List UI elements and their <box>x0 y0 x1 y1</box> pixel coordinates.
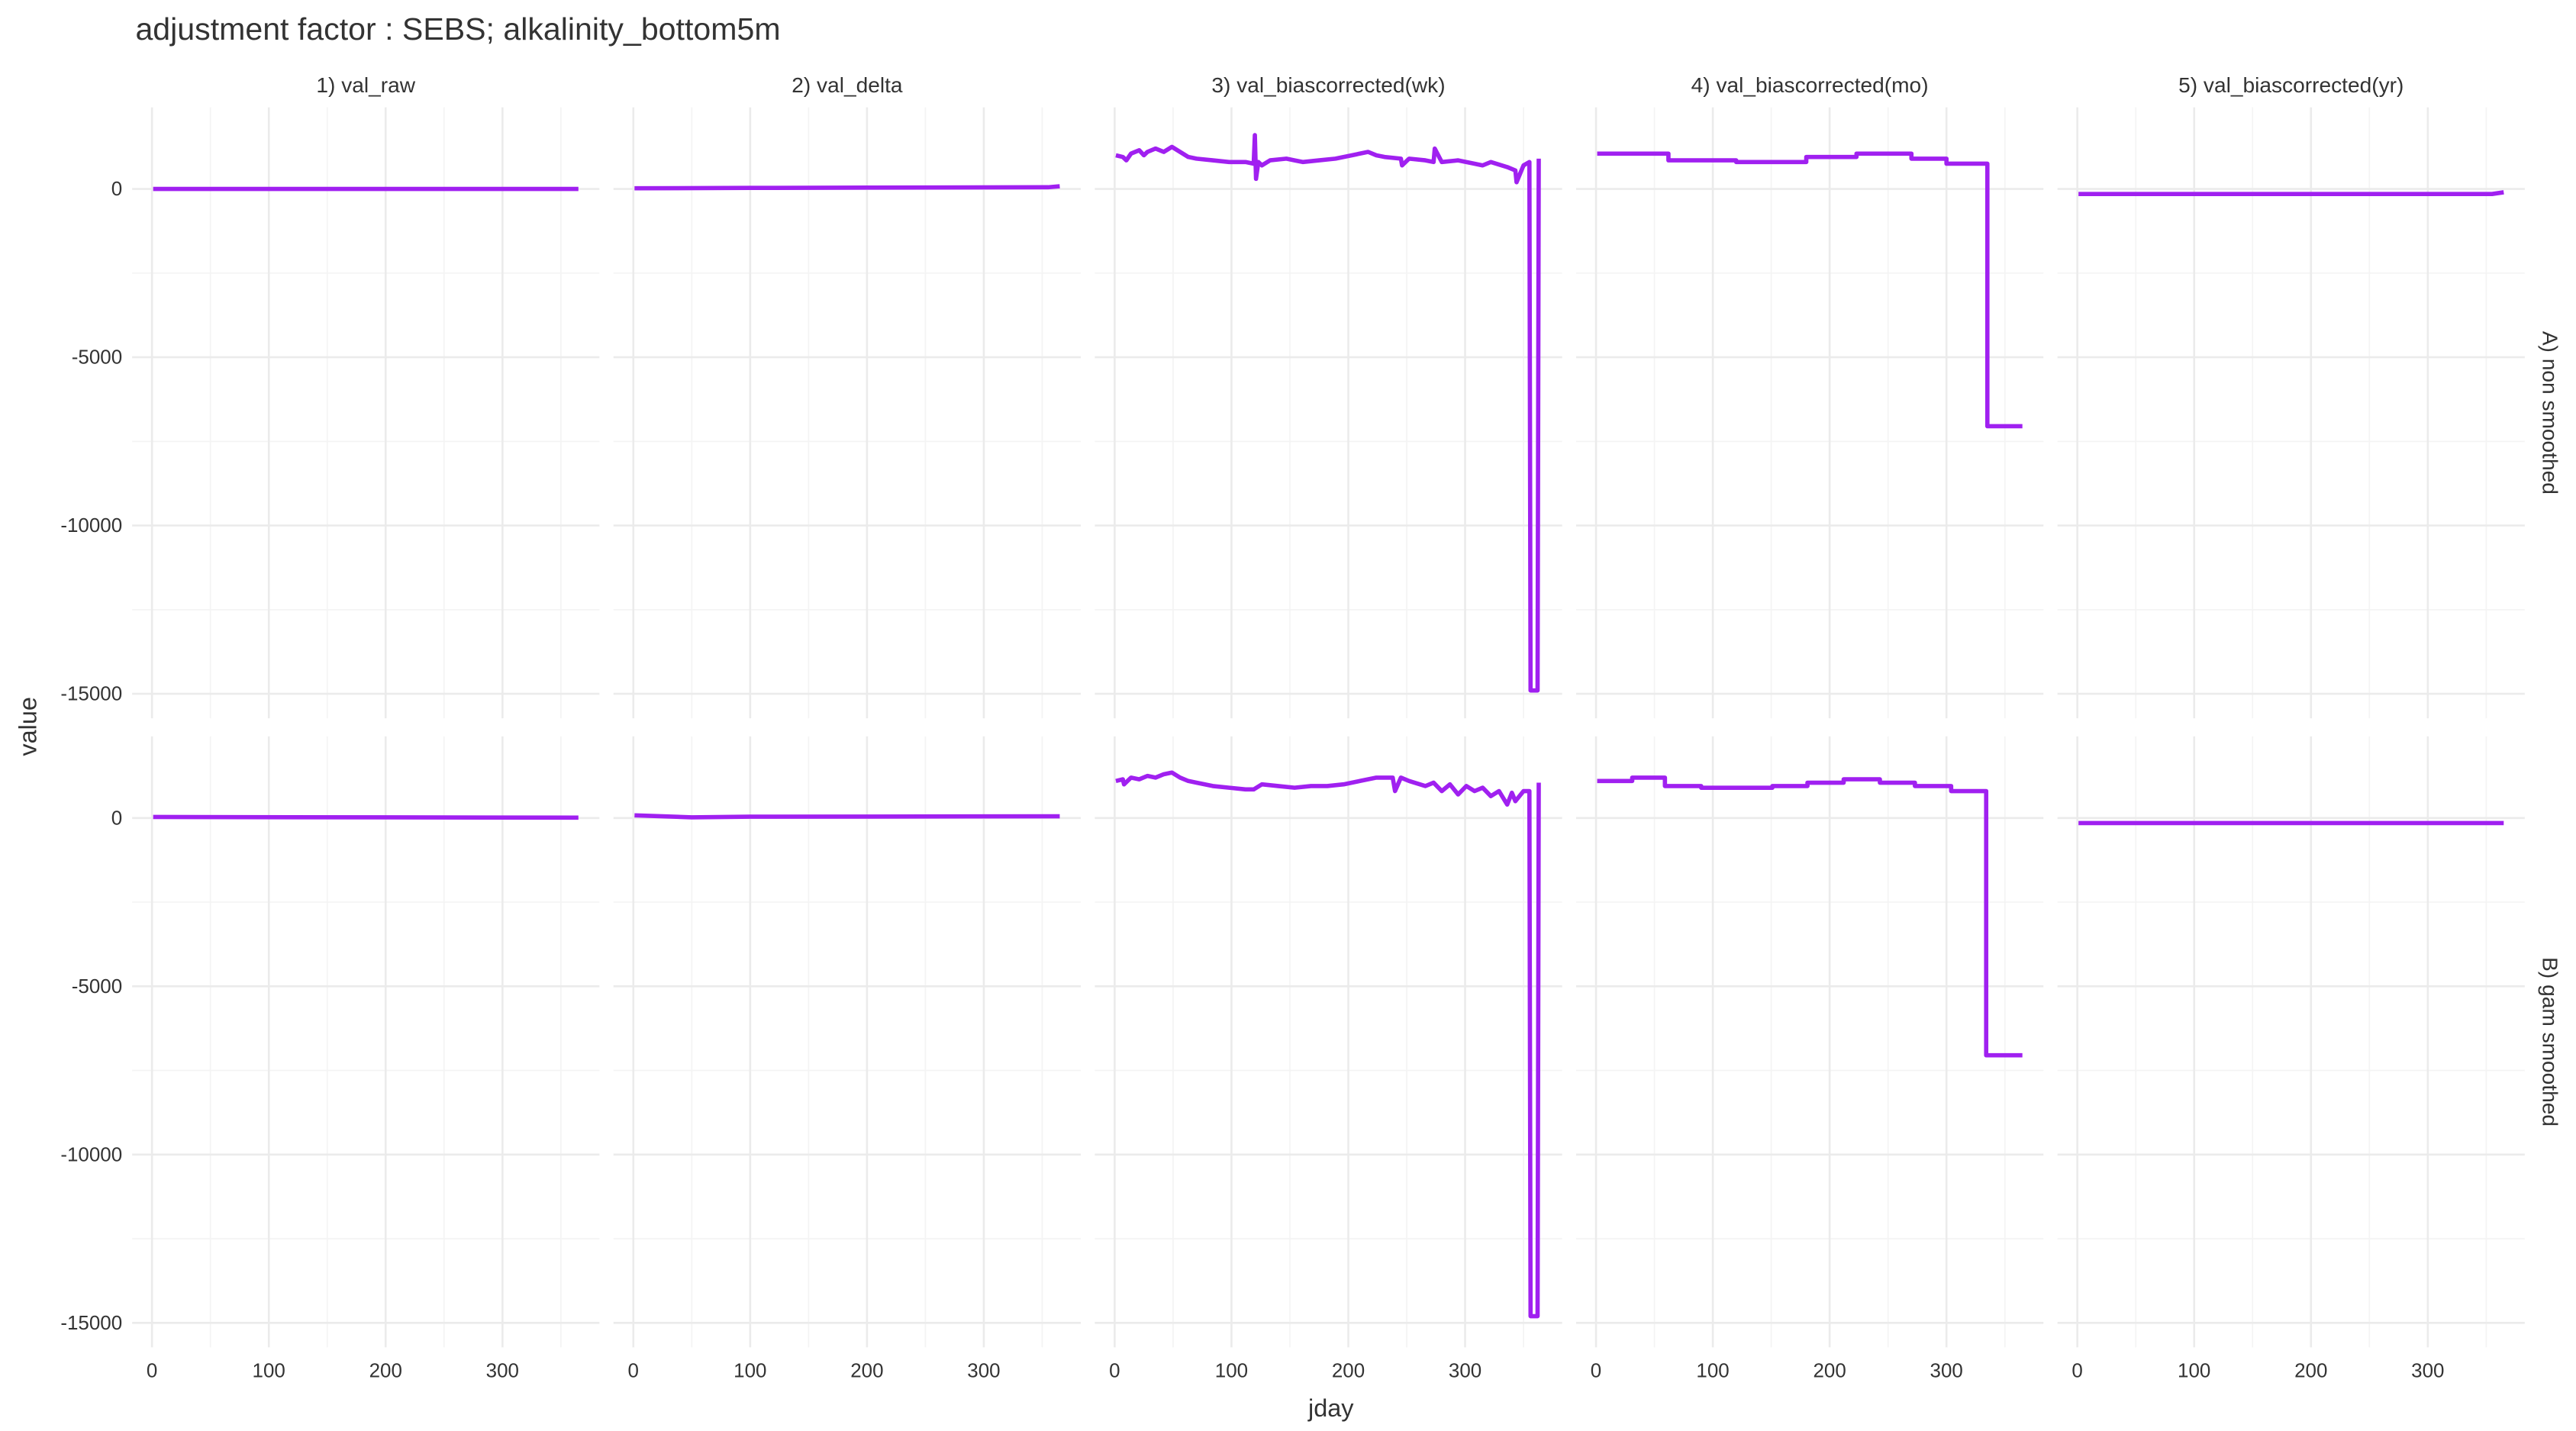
row-strip-label: A) non smoothed <box>2539 331 2562 495</box>
x-tick-label: 0 <box>1591 1358 1601 1381</box>
column-strip-label: 2) val_delta <box>791 73 903 97</box>
x-tick-label: 200 <box>2294 1358 2327 1381</box>
data-line <box>1115 133 1541 693</box>
y-tick-label: -15000 <box>60 1311 122 1334</box>
x-tick-label: 0 <box>147 1358 157 1381</box>
chart-title: adjustment factor : SEBS; alkalinity_bot… <box>135 11 780 47</box>
y-tick-label: -5000 <box>72 975 122 998</box>
x-tick-label: 300 <box>2411 1358 2444 1381</box>
y-tick-label: 0 <box>111 177 122 200</box>
x-tick-label: 300 <box>486 1358 519 1381</box>
y-tick-label: -5000 <box>72 346 122 369</box>
x-tick-label: 100 <box>733 1358 766 1381</box>
y-axis-label: value <box>15 697 42 756</box>
x-tick-label: 300 <box>967 1358 1000 1381</box>
x-tick-label: 0 <box>2071 1358 2082 1381</box>
x-tick-label: 0 <box>628 1358 639 1381</box>
data-line <box>1597 775 2023 1058</box>
x-tick-label: 100 <box>1215 1358 1248 1381</box>
data-line <box>634 813 1060 820</box>
row-strip-label: B) gam smoothed <box>2539 957 2562 1126</box>
x-tick-label: 200 <box>1813 1358 1846 1381</box>
x-tick-label: 0 <box>1109 1358 1120 1381</box>
y-tick-label: -10000 <box>60 514 122 537</box>
y-tick-label: -15000 <box>60 682 122 705</box>
x-tick-label: 200 <box>1332 1358 1365 1381</box>
data-line <box>1597 151 2023 429</box>
data-line <box>2078 190 2504 196</box>
x-tick-label: 300 <box>1449 1358 1481 1381</box>
column-strip-label: 5) val_biascorrected(yr) <box>2178 73 2404 97</box>
x-tick-label: 100 <box>253 1358 285 1381</box>
x-tick-label: 100 <box>2178 1358 2210 1381</box>
x-tick-label: 200 <box>850 1358 883 1381</box>
x-axis-label: jday <box>1307 1394 1354 1422</box>
column-strip-label: 1) val_raw <box>316 73 415 97</box>
column-strip-label: 3) val_biascorrected(wk) <box>1211 73 1445 97</box>
data-line <box>634 184 1060 191</box>
x-tick-label: 200 <box>369 1358 402 1381</box>
column-strip-label: 4) val_biascorrected(mo) <box>1691 73 1929 97</box>
data-line <box>1115 770 1541 1319</box>
x-tick-label: 300 <box>1930 1358 1963 1381</box>
x-tick-label: 100 <box>1696 1358 1729 1381</box>
y-tick-label: -10000 <box>60 1143 122 1165</box>
y-tick-label: 0 <box>111 806 122 829</box>
